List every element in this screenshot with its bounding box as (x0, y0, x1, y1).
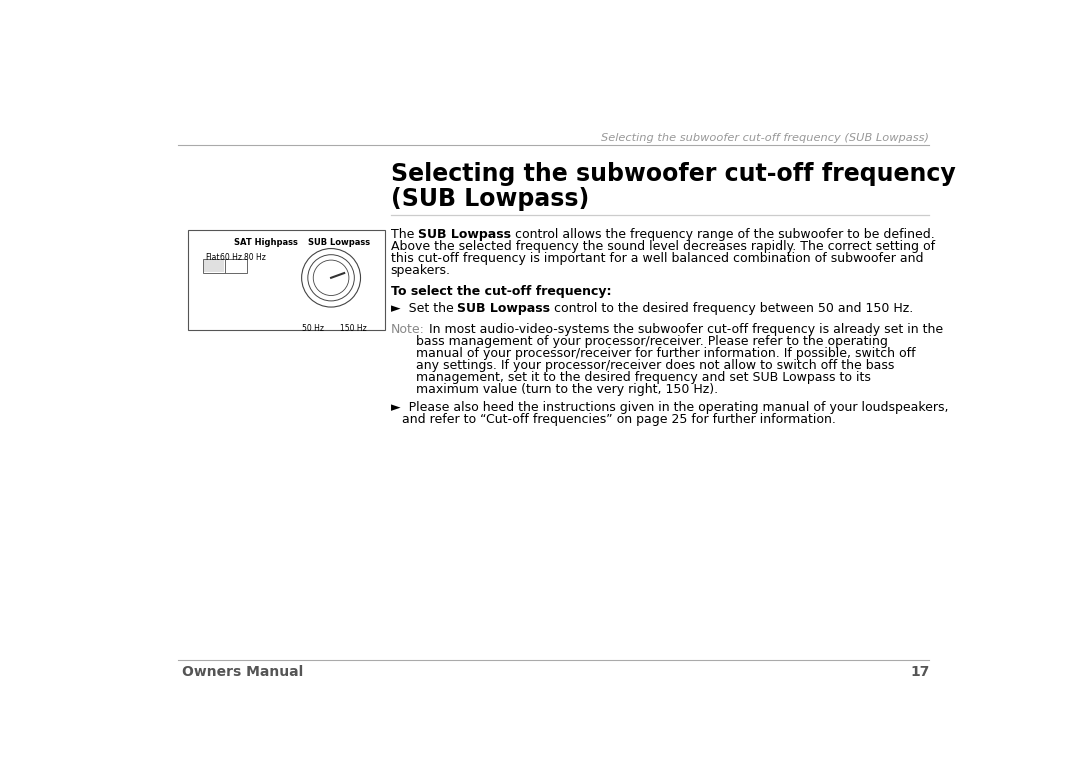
Bar (204, 260, 225, 272)
Text: 150 Hz: 150 Hz (340, 324, 367, 333)
Text: 60 Hz: 60 Hz (220, 253, 242, 262)
Text: SAT Highpass: SAT Highpass (234, 238, 298, 246)
Text: (SUB Lowpass): (SUB Lowpass) (391, 187, 589, 211)
Text: 80 Hz: 80 Hz (243, 253, 266, 262)
Text: bass management of your processor/receiver. Please refer to the operating: bass management of your processor/receiv… (416, 335, 888, 348)
Text: control to the desired frequency between 50 and 150 Hz.: control to the desired frequency between… (551, 301, 914, 315)
Text: ►  Set the: ► Set the (391, 301, 458, 315)
Circle shape (308, 255, 354, 301)
Text: SUB Lowpass: SUB Lowpass (418, 228, 511, 241)
Text: any settings. If your processor/receiver does not allow to switch off the bass: any settings. If your processor/receiver… (416, 359, 894, 372)
Text: Selecting the subwoofer cut-off frequency (SUB Lowpass): Selecting the subwoofer cut-off frequenc… (602, 133, 930, 143)
Text: In most audio-video-systems the subwoofer cut-off frequency is already set in th: In most audio-video-systems the subwoofe… (424, 323, 943, 336)
Text: this cut-off frequency is important for a well balanced combination of subwoofer: this cut-off frequency is important for … (391, 252, 923, 264)
Text: SUB Lowpass: SUB Lowpass (308, 238, 370, 246)
Text: control allows the frequency range of the subwoofer to be defined.: control allows the frequency range of th… (511, 228, 935, 241)
Text: 50 Hz: 50 Hz (301, 324, 324, 333)
Text: ►  Please also heed the instructions given in the operating manual of your louds: ► Please also heed the instructions give… (391, 401, 948, 414)
Bar (188, 230, 386, 330)
Text: manual of your processor/receiver for further information. If possible, switch o: manual of your processor/receiver for fu… (416, 347, 915, 360)
Circle shape (301, 249, 361, 307)
Text: Note:: Note: (391, 323, 424, 336)
Bar (203, 260, 246, 273)
Text: speakers.: speakers. (391, 264, 450, 277)
Text: and refer to “Cut-off frequencies” on page 25 for further information.: and refer to “Cut-off frequencies” on pa… (402, 413, 836, 425)
Text: To select the cut-off frequency:: To select the cut-off frequency: (391, 285, 611, 298)
Text: The: The (391, 228, 418, 241)
Text: 17: 17 (910, 665, 930, 679)
Text: management, set it to the desired frequency and set SUB Lowpass to its: management, set it to the desired freque… (416, 371, 870, 384)
Text: Above the selected frequency the sound level decreases rapidly. The correct sett: Above the selected frequency the sound l… (391, 239, 935, 253)
Text: maximum value (turn to the very right, 150 Hz).: maximum value (turn to the very right, 1… (416, 383, 718, 396)
Text: Owners Manual: Owners Manual (181, 665, 302, 679)
Text: Selecting the subwoofer cut-off frequency: Selecting the subwoofer cut-off frequenc… (391, 162, 956, 186)
Circle shape (313, 260, 349, 295)
Text: Flat: Flat (205, 253, 219, 262)
Text: SUB Lowpass: SUB Lowpass (458, 301, 551, 315)
